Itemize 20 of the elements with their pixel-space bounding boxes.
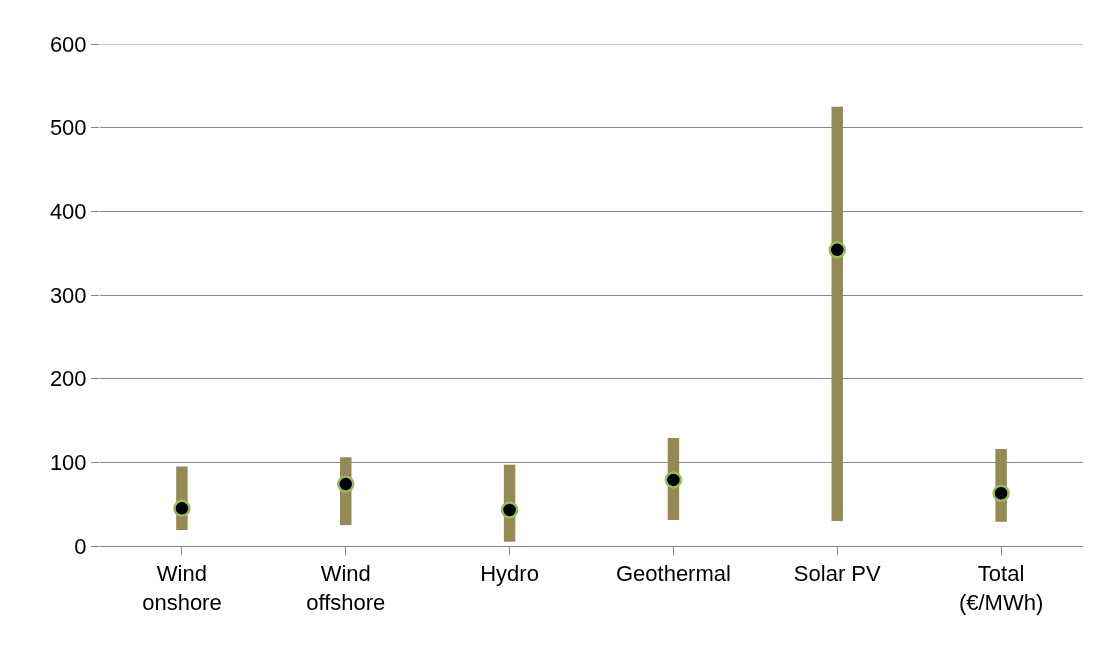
x-tick-label: Hydro xyxy=(480,561,539,587)
y-tick-label: 300 xyxy=(49,282,87,308)
x-tick-label: Geothermal xyxy=(615,561,731,587)
y-tick-label: 200 xyxy=(49,366,87,392)
x-tick-label: Solar PV xyxy=(793,561,881,587)
x-tick-label: Total (€/MWh) xyxy=(958,561,1044,615)
point xyxy=(992,484,1010,503)
y-tick-label: 400 xyxy=(49,199,87,225)
point xyxy=(173,499,191,518)
y-tick-label: 0 xyxy=(74,533,87,559)
x-tick-label: Wind onshore xyxy=(142,561,222,615)
bar xyxy=(831,106,843,521)
point xyxy=(500,501,519,519)
point xyxy=(664,471,683,489)
point xyxy=(337,475,355,493)
x-tick-label: Wind offshore xyxy=(306,561,386,615)
y-tick-label: 100 xyxy=(49,450,87,476)
point xyxy=(828,241,846,259)
y-tick-label: 600 xyxy=(49,31,87,57)
y-tick-label: 500 xyxy=(49,115,87,141)
